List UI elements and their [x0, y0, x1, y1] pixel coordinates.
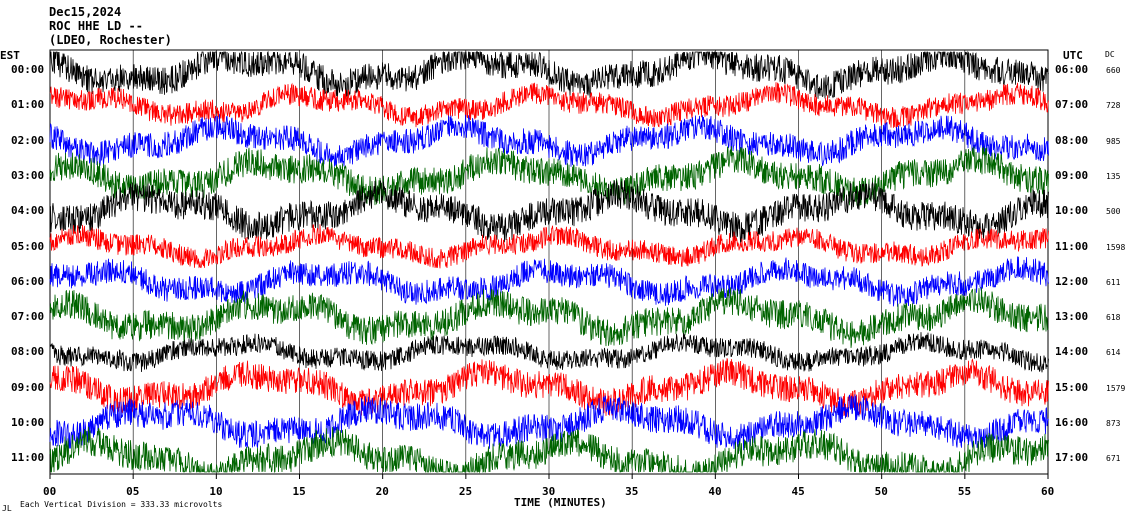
utc-row-label: 07:00 — [1055, 98, 1089, 112]
utc-row-label: 16:00 — [1055, 416, 1089, 429]
right-axis-label: UTC — [1063, 49, 1083, 62]
corner-mark: JL — [2, 504, 12, 513]
dc-offset-value: 618 — [1106, 313, 1121, 323]
x-tick-label: 00 — [43, 485, 57, 498]
est-row-label: 10:00 — [11, 416, 45, 429]
dc-offset-value: 660 — [1106, 66, 1121, 75]
x-tick-label: 40 — [708, 485, 722, 498]
seismic-trace-0600 — [49, 256, 1049, 307]
record-date: Dec15,2024 — [49, 5, 122, 19]
scale-note: Each Vertical Division = 333.33 microvol… — [20, 500, 223, 509]
dc-offset-value: 1598 — [1106, 242, 1126, 252]
est-row-label: 06:00 — [11, 274, 45, 288]
utc-row-label: 12:00 — [1055, 274, 1089, 288]
x-tick-label: 30 — [542, 485, 556, 498]
seismic-trace-0200 — [49, 114, 1049, 167]
dc-offset-value: 671 — [1106, 454, 1121, 464]
dc-offset-value: 611 — [1106, 277, 1121, 287]
utc-row-label: 09:00 — [1055, 168, 1089, 182]
utc-row-label: 15:00 — [1055, 380, 1089, 394]
est-row-label: 00:00 — [11, 63, 45, 76]
x-tick-label: 35 — [625, 485, 639, 498]
seismic-trace-0500 — [49, 224, 1049, 269]
x-tick-label: 45 — [791, 485, 805, 498]
est-row-label: 05:00 — [11, 239, 45, 253]
utc-row-label: 06:00 — [1055, 63, 1089, 76]
dc-header: DC — [1105, 50, 1115, 59]
seismic-traces — [49, 50, 1049, 474]
utc-row-label: 08:00 — [1055, 133, 1089, 147]
est-row-label: 09:00 — [11, 380, 45, 394]
est-row-label: 01:00 — [11, 98, 45, 112]
dc-offset-value: 873 — [1106, 419, 1121, 428]
dc-offset-value: 500 — [1106, 207, 1121, 217]
dc-offset-value: 1579 — [1106, 383, 1126, 393]
dc-offset-value: 614 — [1106, 348, 1121, 358]
x-tick-label: 20 — [375, 485, 389, 498]
est-row-label: 08:00 — [11, 345, 45, 359]
utc-row-label: 14:00 — [1055, 345, 1089, 359]
left-axis-label: EST — [0, 49, 20, 62]
utc-row-label: 17:00 — [1055, 451, 1089, 465]
x-tick-label: 15 — [292, 485, 306, 498]
station-channel: ROC HHE LD -- — [49, 19, 143, 33]
x-tick-label: 25 — [458, 485, 473, 498]
seismic-trace-0900 — [49, 358, 1049, 418]
seismic-trace-0400 — [49, 180, 1049, 244]
x-tick-label: 60 — [1041, 485, 1055, 498]
seismic-trace-0700 — [49, 287, 1049, 348]
est-row-label: 02:00 — [11, 133, 45, 147]
est-row-label: 03:00 — [11, 168, 45, 182]
seismic-trace-0100 — [49, 82, 1049, 129]
network-name: (LDEO, Rochester) — [49, 33, 172, 47]
x-tick-label: 55 — [957, 485, 972, 498]
seismic-trace-0800 — [49, 332, 1049, 373]
x-tick-label: 50 — [874, 485, 888, 498]
utc-row-label: 13:00 — [1055, 310, 1089, 324]
dc-offset-value: 985 — [1106, 136, 1121, 146]
seismic-trace-1100 — [49, 426, 1049, 474]
est-row-label: 04:00 — [11, 204, 45, 218]
est-row-label: 07:00 — [11, 310, 45, 324]
utc-row-label: 10:00 — [1055, 204, 1089, 218]
dc-offset-value: 135 — [1106, 171, 1121, 181]
utc-row-label: 11:00 — [1055, 239, 1089, 253]
x-tick-label: 05 — [126, 485, 140, 498]
seismic-trace-1000 — [49, 394, 1049, 452]
dc-offset-value: 728 — [1106, 101, 1121, 111]
seismic-trace-0000 — [49, 50, 1049, 99]
x-axis-title: TIME (MINUTES) — [514, 496, 607, 509]
x-axis-ticks — [49, 474, 1049, 479]
est-row-label: 11:00 — [11, 451, 45, 465]
x-tick-label: 10 — [209, 485, 223, 498]
